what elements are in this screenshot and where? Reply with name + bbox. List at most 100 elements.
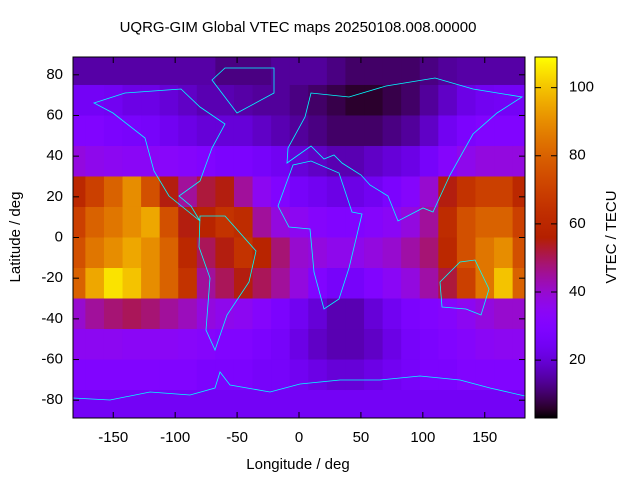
y-tick-label: -60 bbox=[41, 350, 63, 367]
heatmap-cell bbox=[215, 298, 235, 330]
heatmap-cell bbox=[438, 176, 458, 208]
heatmap-cell bbox=[122, 84, 142, 116]
colorbar-tick-label: 20 bbox=[569, 351, 586, 368]
coastline bbox=[286, 77, 524, 222]
heatmap-cell bbox=[141, 237, 161, 269]
heatmap-cell bbox=[308, 115, 328, 147]
heatmap-cell bbox=[252, 145, 272, 177]
heatmap-cell bbox=[289, 84, 309, 116]
heatmap-cell bbox=[271, 237, 291, 269]
heatmap-cell bbox=[494, 237, 514, 269]
heatmap-cell bbox=[271, 359, 291, 391]
heatmap-cell bbox=[308, 84, 328, 116]
heatmap-cell bbox=[475, 145, 495, 177]
heatmap-cell bbox=[326, 390, 346, 418]
heatmap-cell bbox=[289, 206, 309, 238]
heatmap-cell bbox=[271, 298, 291, 330]
heatmap-cell bbox=[401, 115, 421, 147]
heatmap-cell bbox=[364, 390, 384, 418]
x-tick-label: 100 bbox=[410, 429, 435, 446]
heatmap-cell bbox=[252, 329, 272, 361]
heatmap-cell bbox=[401, 359, 421, 391]
heatmap-cell bbox=[122, 176, 142, 208]
x-axis-label: Longitude / deg bbox=[246, 456, 349, 473]
heatmap-cell bbox=[215, 176, 235, 208]
heatmap-cell bbox=[382, 298, 402, 330]
heatmap-cell bbox=[345, 115, 365, 147]
heatmap-cell bbox=[252, 359, 272, 391]
heatmap-cell bbox=[85, 145, 105, 177]
heatmap-cell bbox=[196, 268, 216, 300]
y-tick-label: -40 bbox=[41, 310, 63, 327]
heatmap-cell bbox=[512, 84, 525, 116]
heatmap-cell bbox=[438, 359, 458, 391]
heatmap-cell bbox=[512, 329, 525, 361]
heatmap-cell bbox=[326, 359, 346, 391]
heatmap-cell bbox=[73, 176, 86, 208]
heatmap-cell bbox=[196, 237, 216, 269]
heatmap-cell bbox=[178, 84, 198, 116]
heatmap-cell bbox=[345, 176, 365, 208]
heatmap-cell bbox=[122, 237, 142, 269]
heatmap-cell bbox=[178, 145, 198, 177]
heatmap-cell bbox=[326, 329, 346, 361]
heatmap-cell bbox=[271, 115, 291, 147]
heatmap-cell bbox=[233, 390, 254, 418]
heatmap-cell bbox=[456, 268, 476, 300]
heatmap-cell bbox=[494, 84, 514, 116]
heatmap-cell bbox=[103, 145, 124, 177]
heatmap-cell bbox=[308, 145, 328, 177]
heatmap-cell bbox=[494, 329, 514, 361]
colorbar-tick-label: 40 bbox=[569, 283, 586, 300]
y-tick-label: 0 bbox=[55, 228, 63, 245]
heatmap-cell bbox=[271, 329, 291, 361]
colorbar bbox=[534, 56, 558, 419]
heatmap-cell bbox=[401, 57, 421, 86]
heatmap-cell bbox=[401, 176, 421, 208]
heatmap-cell bbox=[215, 84, 235, 116]
heatmap-cell bbox=[419, 390, 439, 418]
heatmap-cell bbox=[159, 268, 179, 300]
heatmap-cell bbox=[512, 390, 525, 418]
heatmap-cell bbox=[196, 145, 216, 177]
heatmap-cell bbox=[103, 84, 124, 116]
heatmap-cell bbox=[252, 57, 272, 86]
heatmap-cell bbox=[494, 57, 514, 86]
heatmap-cell bbox=[382, 359, 402, 391]
heatmap-cell bbox=[308, 329, 328, 361]
coastlines bbox=[73, 67, 525, 401]
heatmap-cell bbox=[382, 84, 402, 116]
x-tick-label: -100 bbox=[160, 429, 190, 446]
heatmap-cell bbox=[494, 145, 514, 177]
heatmap-cell bbox=[456, 329, 476, 361]
heatmap-cell bbox=[438, 206, 458, 238]
heatmap-cell bbox=[438, 329, 458, 361]
heatmap-cell bbox=[215, 268, 235, 300]
heatmap-cell bbox=[215, 390, 235, 418]
heatmap-cell bbox=[326, 237, 346, 269]
heatmap-cell bbox=[196, 359, 216, 391]
coastline bbox=[73, 371, 525, 401]
heatmap-cell bbox=[271, 390, 291, 418]
heatmap-cell bbox=[252, 115, 272, 147]
heatmap-cell bbox=[252, 176, 272, 208]
y-tick-label: 80 bbox=[46, 66, 63, 83]
heatmap-cell bbox=[401, 206, 421, 238]
heatmap-cell bbox=[475, 329, 495, 361]
heatmap-cell bbox=[271, 176, 291, 208]
heatmap-cell bbox=[233, 176, 254, 208]
heatmap-cell bbox=[475, 298, 495, 330]
heatmap-cell bbox=[456, 145, 476, 177]
heatmap-cell bbox=[401, 298, 421, 330]
heatmap-cell bbox=[364, 57, 384, 86]
colorbar-tick-label: 100 bbox=[569, 79, 594, 96]
heatmap-cell bbox=[289, 329, 309, 361]
heatmap-cell bbox=[233, 359, 254, 391]
heatmap-cell bbox=[122, 390, 142, 418]
heatmap-cell bbox=[85, 359, 105, 391]
heatmap-cell bbox=[382, 115, 402, 147]
heatmap-cell bbox=[73, 390, 86, 418]
heatmap-cell bbox=[382, 329, 402, 361]
x-tick-label: 0 bbox=[295, 429, 303, 446]
heatmap-cell bbox=[178, 268, 198, 300]
